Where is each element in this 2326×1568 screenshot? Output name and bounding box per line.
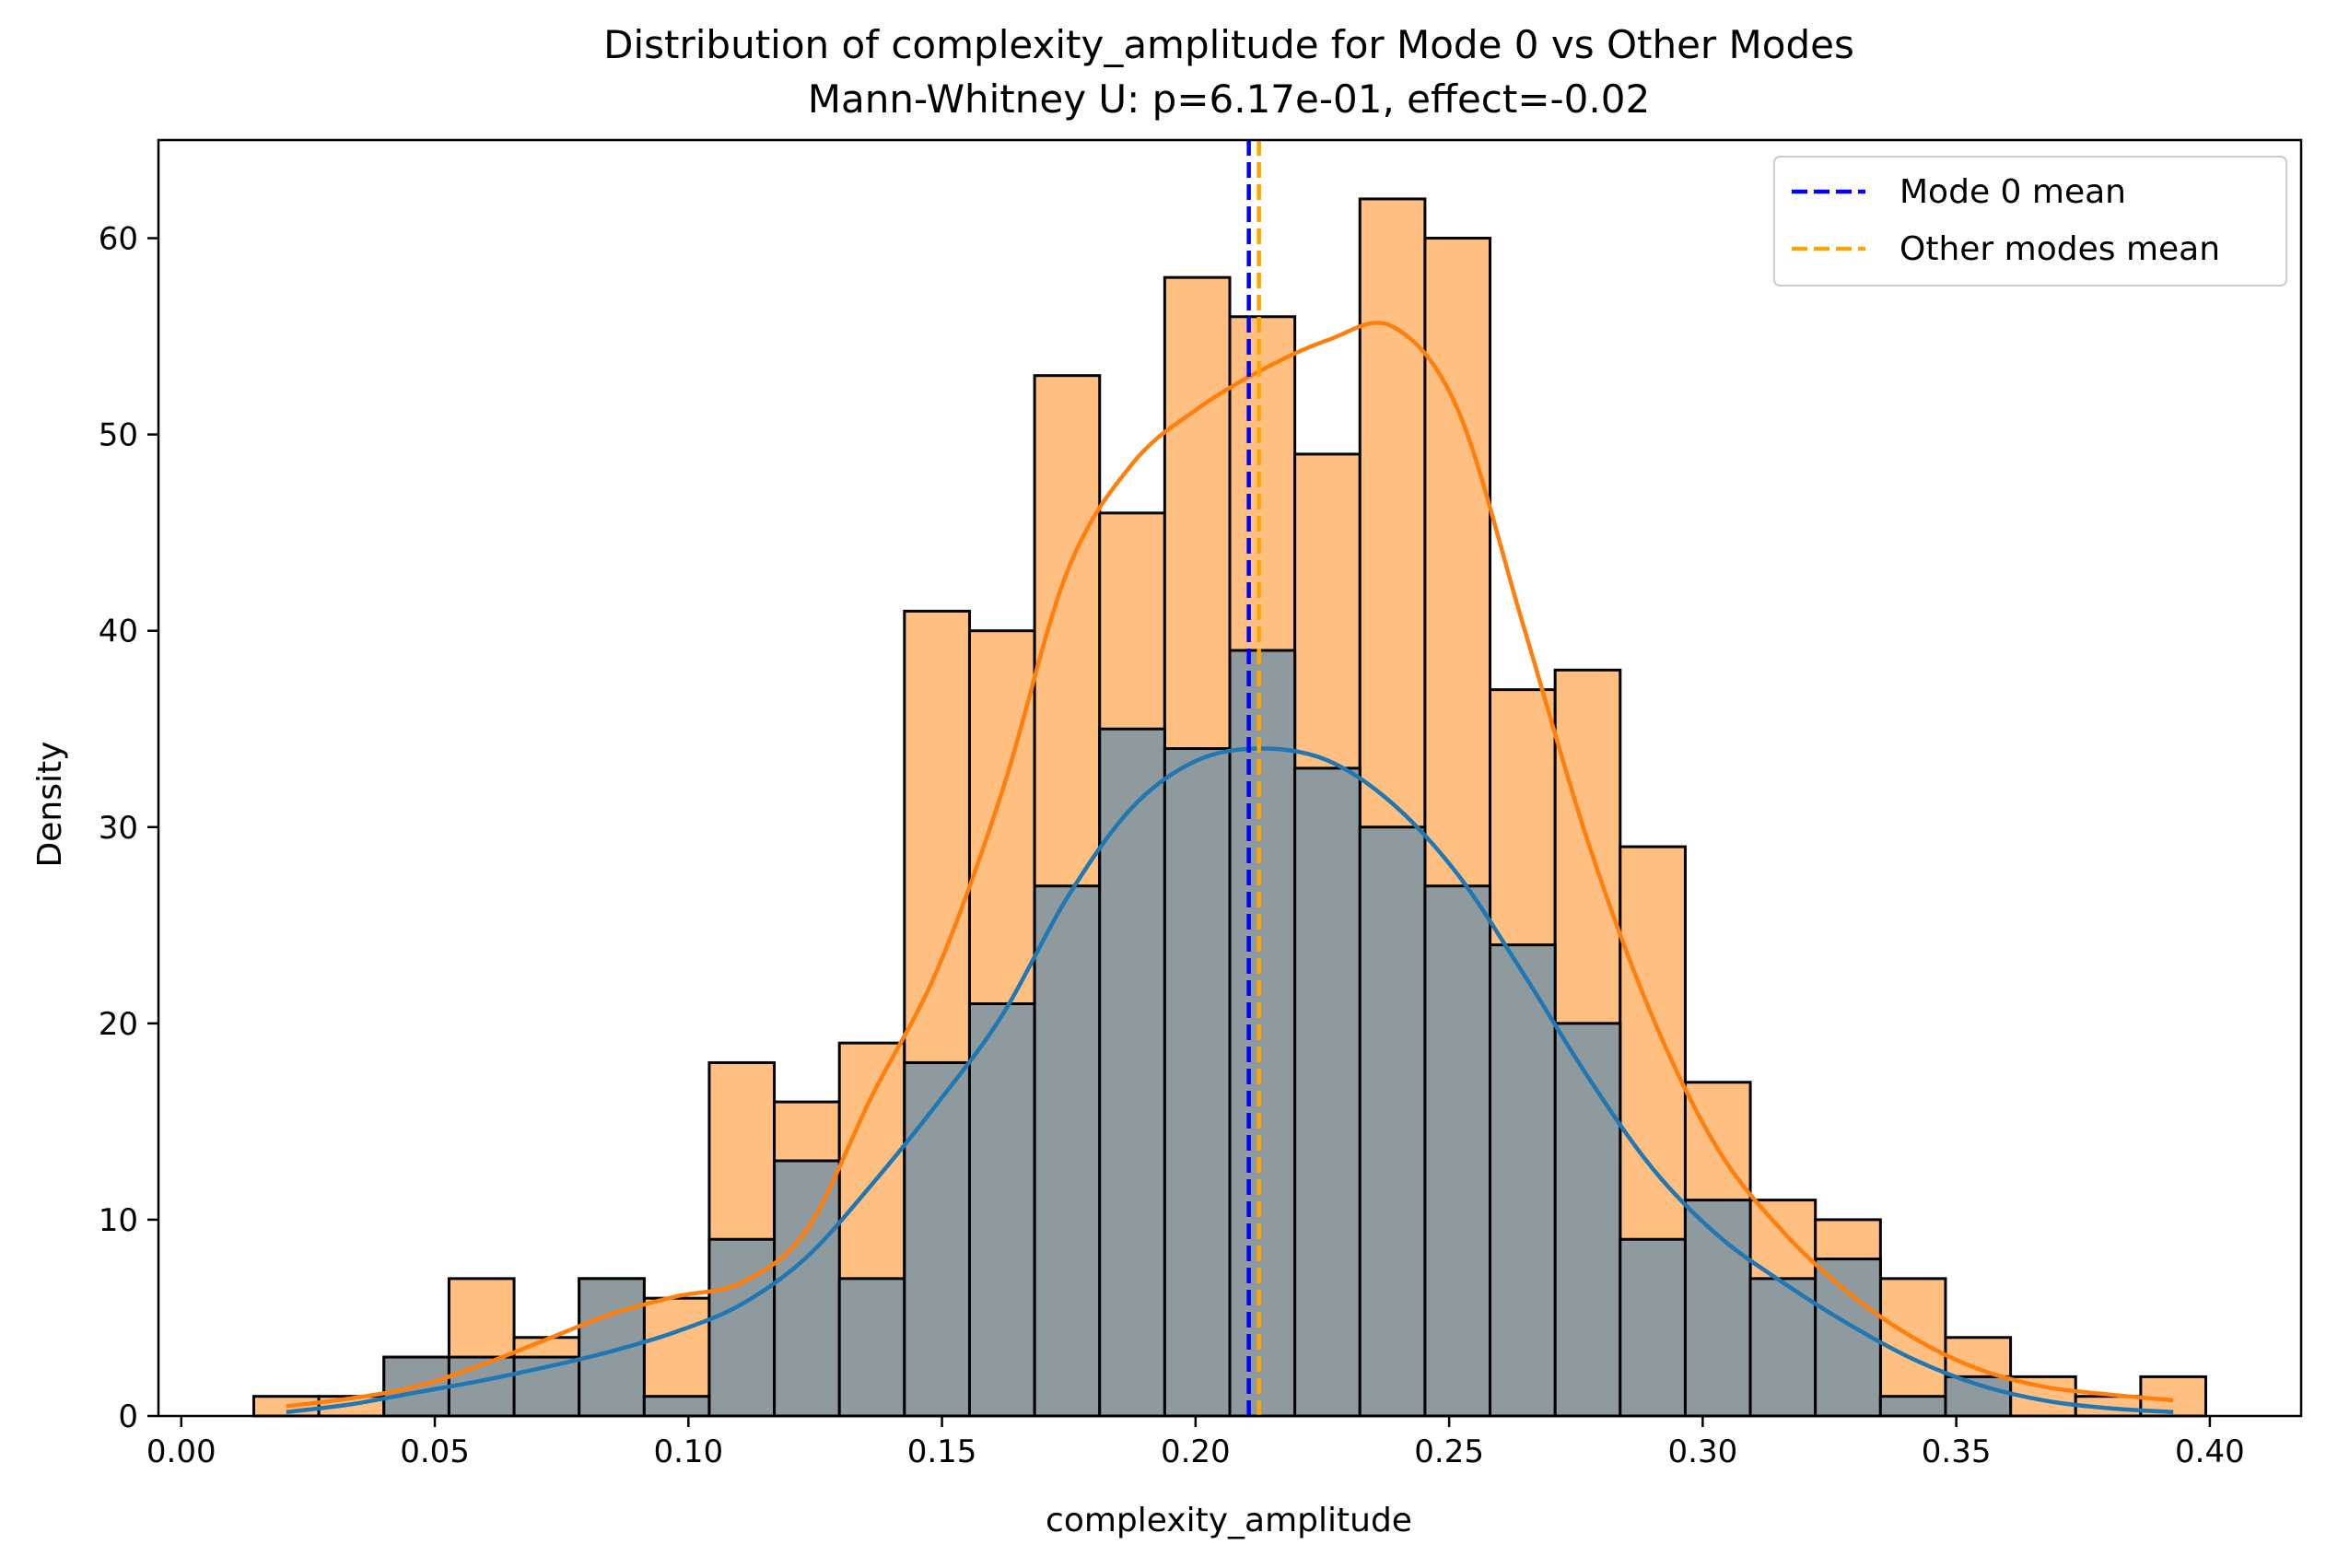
- bar-mode-0-16: [1293, 766, 1362, 1418]
- kde-curves: [286, 321, 2174, 1414]
- x-tick-label: 0.15: [907, 1433, 977, 1470]
- bar-mode-0-5: [578, 1277, 646, 1418]
- y-tick-label: 10: [99, 1202, 138, 1239]
- legend: Mode 0 mean Other modes mean: [1773, 156, 2287, 287]
- chart-subtitle: Mann-Whitney U: p=6.17e-01, effect=-0.02: [808, 76, 1650, 122]
- mean-lines: [1246, 140, 1261, 1416]
- bar-mode-0-20: [1553, 1022, 1622, 1418]
- plot-frame: [157, 138, 2303, 1418]
- bar-mode-0-21: [1619, 1237, 1687, 1418]
- bar-mode-0-11: [967, 1002, 1036, 1418]
- bar-mode-0-25: [1878, 1395, 1947, 1418]
- x-tick-label: 0.40: [2175, 1433, 2245, 1470]
- legend-label-mode-0-mean: Mode 0 mean: [1899, 173, 2126, 211]
- y-tick-label: 20: [99, 1006, 138, 1043]
- bar-mode-0-17: [1358, 825, 1427, 1418]
- legend-label-other-modes-mean: Other modes mean: [1899, 230, 2220, 268]
- y-axis-label: Density: [31, 742, 69, 868]
- bar-mode-0-6: [642, 1395, 711, 1418]
- bar-mode-0-7: [707, 1237, 777, 1418]
- bar-mode-0-4: [512, 1355, 581, 1418]
- chart-title: Distribution of complexity_amplitude for…: [603, 22, 1854, 67]
- bar-mode-0-23: [1748, 1277, 1818, 1418]
- x-axis-label: complexity_amplitude: [1046, 1502, 1412, 1539]
- bar-mode-0-9: [837, 1277, 906, 1418]
- bar-mode-0-22: [1683, 1199, 1752, 1418]
- x-tick-label: 0.10: [653, 1433, 723, 1470]
- histogram-bars: [252, 197, 2207, 1418]
- bar-mode-0-10: [903, 1060, 971, 1418]
- legend-box: [1773, 156, 2287, 287]
- bar-mode-0-8: [773, 1159, 841, 1418]
- bar-mode-0-18: [1423, 884, 1492, 1418]
- x-tick-label: 0.30: [1668, 1433, 1738, 1470]
- x-tick-label: 0.20: [1161, 1433, 1231, 1470]
- x-tick-label: 0.05: [400, 1433, 470, 1470]
- bar-mode-0-14: [1163, 747, 1232, 1418]
- bar-mode-0-12: [1033, 884, 1102, 1418]
- y-tick-label: 30: [99, 810, 138, 847]
- y-tick-label: 0: [118, 1398, 138, 1435]
- x-tick-label: 0.00: [146, 1433, 216, 1470]
- y-tick-label: 40: [99, 614, 138, 650]
- bar-mode-0-19: [1489, 943, 1557, 1418]
- x-tick-label: 0.35: [1922, 1433, 1992, 1470]
- kde-curve-mode-0: [286, 746, 2174, 1414]
- axes: 0.00 0.05 0.10 0.15 0.20 0.25 0.30 0.35 0.40 0 10 2…: [99, 138, 2303, 1470]
- bar-mode-0-15: [1228, 649, 1297, 1418]
- y-tick-label: 60: [99, 221, 138, 258]
- kde-curve-other-modes: [286, 321, 2174, 1409]
- x-tick-label: 0.25: [1414, 1433, 1484, 1470]
- y-tick-label: 50: [99, 417, 138, 454]
